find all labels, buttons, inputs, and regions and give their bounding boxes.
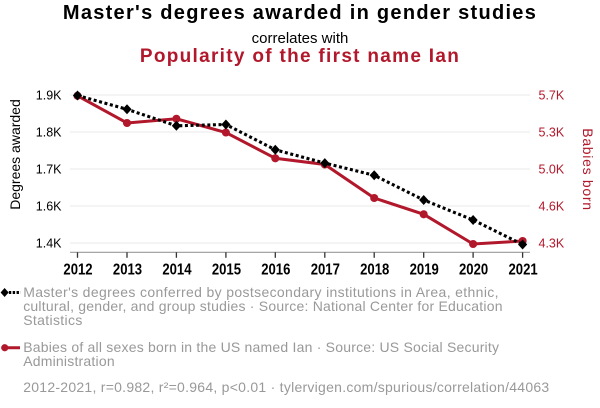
svg-text:2021: 2021 [509,261,538,278]
svg-text:1.7K: 1.7K [36,162,62,176]
svg-text:2017: 2017 [311,261,340,278]
svg-text:2019: 2019 [410,261,439,278]
svg-text:5.0K: 5.0K [539,162,565,176]
svg-text:1.4K: 1.4K [36,236,62,250]
svg-text:2016: 2016 [261,261,290,278]
svg-text:5.7K: 5.7K [539,88,565,102]
svg-text:2014: 2014 [162,261,192,278]
svg-text:4.6K: 4.6K [539,199,565,213]
svg-text:2013: 2013 [113,261,142,278]
svg-text:2020: 2020 [459,261,488,278]
svg-text:1.8K: 1.8K [36,125,62,139]
svg-text:5.3K: 5.3K [539,125,565,139]
svg-text:1.9K: 1.9K [36,88,62,102]
svg-text:4.3K: 4.3K [539,236,565,250]
svg-text:2018: 2018 [360,261,389,278]
svg-text:Degrees awarded: Degrees awarded [7,99,23,210]
svg-text:Babies born: Babies born [580,128,596,210]
svg-text:1.6K: 1.6K [36,199,62,213]
svg-text:2015: 2015 [212,261,241,278]
svg-text:2012: 2012 [63,261,92,278]
